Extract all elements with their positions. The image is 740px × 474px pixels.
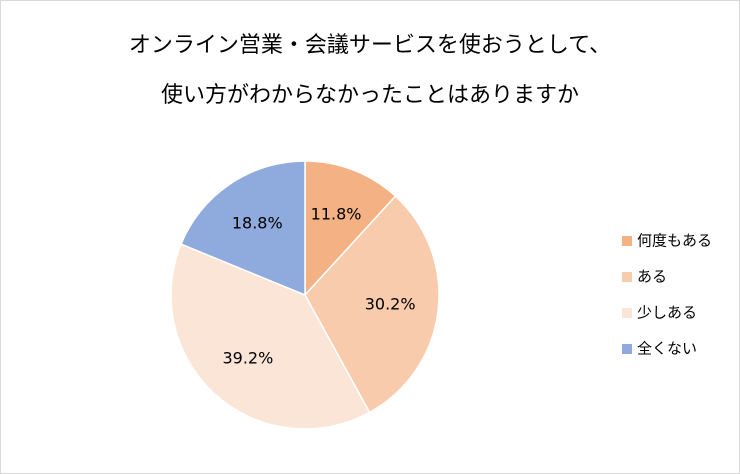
- data-label: 39.2%: [222, 348, 273, 367]
- chart-title: 使い方がわからなかったことはありますか: [161, 83, 579, 108]
- pie-slice: [180, 160, 306, 297]
- data-label: 30.2%: [365, 295, 416, 314]
- pie-slice: [304, 160, 397, 297]
- legend-label: ある: [637, 268, 667, 286]
- chart-title: オンライン営業・会議サービスを使おうとして、: [129, 33, 611, 58]
- pie-slice: [304, 195, 440, 414]
- legend-swatch: [622, 308, 632, 318]
- legend-swatch: [622, 344, 632, 354]
- legend-swatch: [622, 272, 632, 282]
- legend-label: 少しある: [637, 304, 697, 322]
- data-label: 18.8%: [232, 213, 283, 232]
- legend-label: 全くない: [637, 340, 697, 358]
- legend-label: 何度もある: [637, 232, 712, 250]
- pie-slice: [170, 243, 371, 430]
- data-label: 11.8%: [311, 205, 362, 224]
- legend-swatch: [622, 236, 632, 246]
